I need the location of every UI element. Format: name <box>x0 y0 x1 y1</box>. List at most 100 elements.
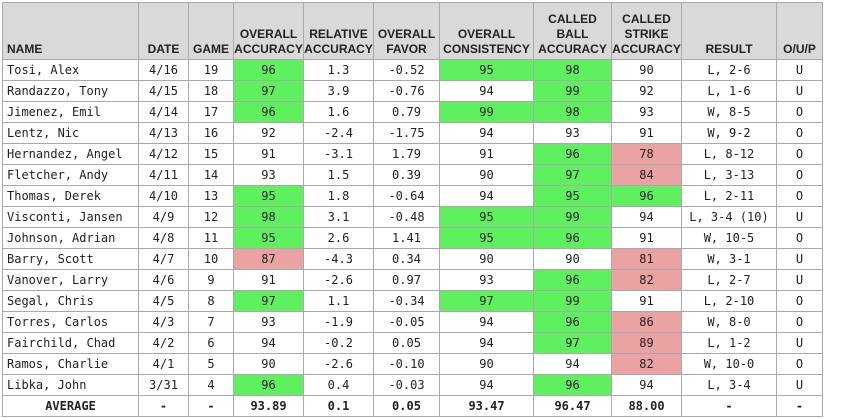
cell-overall-consistency: 95 <box>439 206 534 228</box>
cell-oup: O <box>776 227 823 249</box>
table-row: Lentz, Nic 4/13 16 92 -2.4 -1.75 94 93 91 W, 9-2 O <box>2 122 823 144</box>
cell-relative-accuracy: 2.6 <box>303 227 374 249</box>
cell-overall-accuracy: 94 <box>233 332 304 354</box>
header-oup: O/U/P <box>776 2 823 60</box>
table-row: Libka, John 3/31 4 96 0.4 -0.03 94 96 94 L, 3-4 U <box>2 374 823 396</box>
cell-called-ball-accuracy: 98 <box>533 59 612 81</box>
cell-relative-accuracy: 1.3 <box>303 59 374 81</box>
average-label: AVERAGE <box>2 395 139 417</box>
cell-oup: U <box>776 59 823 81</box>
table-row: Randazzo, Tony 4/15 18 97 3.9 -0.76 94 99 92 L, 1… <box>2 80 823 102</box>
cell-overall-favor: -0.52 <box>373 59 440 81</box>
average-game: - <box>188 395 234 417</box>
cell-result: W, 10-5 <box>681 227 777 249</box>
cell-called-strike-accuracy: 84 <box>611 164 682 186</box>
cell-overall-favor: -0.34 <box>373 290 440 312</box>
cell-game: 19 <box>188 59 234 81</box>
cell-overall-accuracy: 93 <box>233 311 304 333</box>
cell-name: Libka, John <box>2 374 139 396</box>
cell-oup: U <box>776 332 823 354</box>
cell-overall-consistency: 94 <box>439 374 534 396</box>
cell-called-ball-accuracy: 97 <box>533 164 612 186</box>
cell-oup: O <box>776 164 823 186</box>
cell-name: Tosi, Alex <box>2 59 139 81</box>
cell-date: 4/12 <box>138 143 189 165</box>
cell-overall-favor: 0.79 <box>373 101 440 123</box>
cell-called-strike-accuracy: 86 <box>611 311 682 333</box>
cell-called-strike-accuracy: 82 <box>611 353 682 375</box>
cell-overall-consistency: 93 <box>439 269 534 291</box>
cell-relative-accuracy: 1.8 <box>303 185 374 207</box>
cell-name: Segal, Chris <box>2 290 139 312</box>
header-overall-accuracy: OVERALL ACCURACY <box>233 2 304 60</box>
cell-called-ball-accuracy: 96 <box>533 143 612 165</box>
cell-called-ball-accuracy: 98 <box>533 101 612 123</box>
cell-called-ball-accuracy: 97 <box>533 332 612 354</box>
cell-name: Barry, Scott <box>2 248 139 270</box>
cell-overall-accuracy: 96 <box>233 59 304 81</box>
cell-oup: U <box>776 248 823 270</box>
cell-date: 4/11 <box>138 164 189 186</box>
cell-date: 4/14 <box>138 101 189 123</box>
table-row: Johnson, Adrian 4/8 11 95 2.6 1.41 95 96 91 W, 10… <box>2 227 823 249</box>
cell-overall-accuracy: 97 <box>233 80 304 102</box>
table-row: Torres, Carlos 4/3 7 93 -1.9 -0.05 94 96 86 W, 8-… <box>2 311 823 333</box>
cell-game: 9 <box>188 269 234 291</box>
cell-overall-consistency: 94 <box>439 122 534 144</box>
cell-result: W, 9-2 <box>681 122 777 144</box>
cell-game: 18 <box>188 80 234 102</box>
cell-date: 4/16 <box>138 59 189 81</box>
table-row: Jimenez, Emil 4/14 17 96 1.6 0.79 99 98 93 W, 8-5… <box>2 101 823 123</box>
cell-oup: O <box>776 290 823 312</box>
cell-result: L, 2-6 <box>681 59 777 81</box>
table-row: Ramos, Charlie 4/1 5 90 -2.6 -0.10 90 94 82 W, 10… <box>2 353 823 375</box>
cell-called-ball-accuracy: 96 <box>533 374 612 396</box>
cell-result: L, 2-7 <box>681 269 777 291</box>
cell-overall-consistency: 94 <box>439 311 534 333</box>
table-row: Vanover, Larry 4/6 9 91 -2.6 0.97 93 96 82 L, 2-7… <box>2 269 823 291</box>
header-game: GAME <box>188 2 234 60</box>
cell-date: 4/2 <box>138 332 189 354</box>
cell-game: 5 <box>188 353 234 375</box>
cell-called-ball-accuracy: 90 <box>533 248 612 270</box>
cell-date: 4/13 <box>138 122 189 144</box>
cell-oup: U <box>776 269 823 291</box>
cell-overall-favor: 0.39 <box>373 164 440 186</box>
cell-overall-consistency: 90 <box>439 164 534 186</box>
cell-called-ball-accuracy: 93 <box>533 122 612 144</box>
cell-relative-accuracy: -2.6 <box>303 269 374 291</box>
average-oup: - <box>776 395 823 417</box>
cell-game: 7 <box>188 311 234 333</box>
cell-oup: O <box>776 101 823 123</box>
cell-game: 15 <box>188 143 234 165</box>
cell-date: 4/1 <box>138 353 189 375</box>
cell-overall-favor: -1.75 <box>373 122 440 144</box>
average-relative-accuracy: 0.1 <box>303 395 374 417</box>
cell-overall-accuracy: 95 <box>233 185 304 207</box>
cell-result: L, 3-13 <box>681 164 777 186</box>
cell-relative-accuracy: -3.1 <box>303 143 374 165</box>
cell-called-strike-accuracy: 92 <box>611 80 682 102</box>
cell-overall-favor: 0.05 <box>373 332 440 354</box>
cell-overall-consistency: 94 <box>439 185 534 207</box>
header-called-ball-accuracy: CALLED BALL ACCURACY <box>533 2 612 60</box>
cell-called-strike-accuracy: 93 <box>611 101 682 123</box>
cell-relative-accuracy: -4.3 <box>303 248 374 270</box>
table-row: Segal, Chris 4/5 8 97 1.1 -0.34 97 99 91 L, 2-10 O <box>2 290 823 312</box>
cell-oup: U <box>776 80 823 102</box>
table-row: Visconti, Jansen 4/9 12 98 3.1 -0.48 95 99 94 L, … <box>2 206 823 228</box>
cell-called-strike-accuracy: 91 <box>611 227 682 249</box>
average-date: - <box>138 395 189 417</box>
cell-game: 12 <box>188 206 234 228</box>
cell-result: L, 8-12 <box>681 143 777 165</box>
cell-overall-accuracy: 90 <box>233 353 304 375</box>
cell-relative-accuracy: 3.1 <box>303 206 374 228</box>
cell-oup: O <box>776 353 823 375</box>
cell-date: 3/31 <box>138 374 189 396</box>
cell-overall-accuracy: 91 <box>233 269 304 291</box>
cell-game: 6 <box>188 332 234 354</box>
cell-name: Torres, Carlos <box>2 311 139 333</box>
cell-overall-consistency: 94 <box>439 80 534 102</box>
cell-overall-favor: -0.64 <box>373 185 440 207</box>
cell-called-ball-accuracy: 96 <box>533 269 612 291</box>
